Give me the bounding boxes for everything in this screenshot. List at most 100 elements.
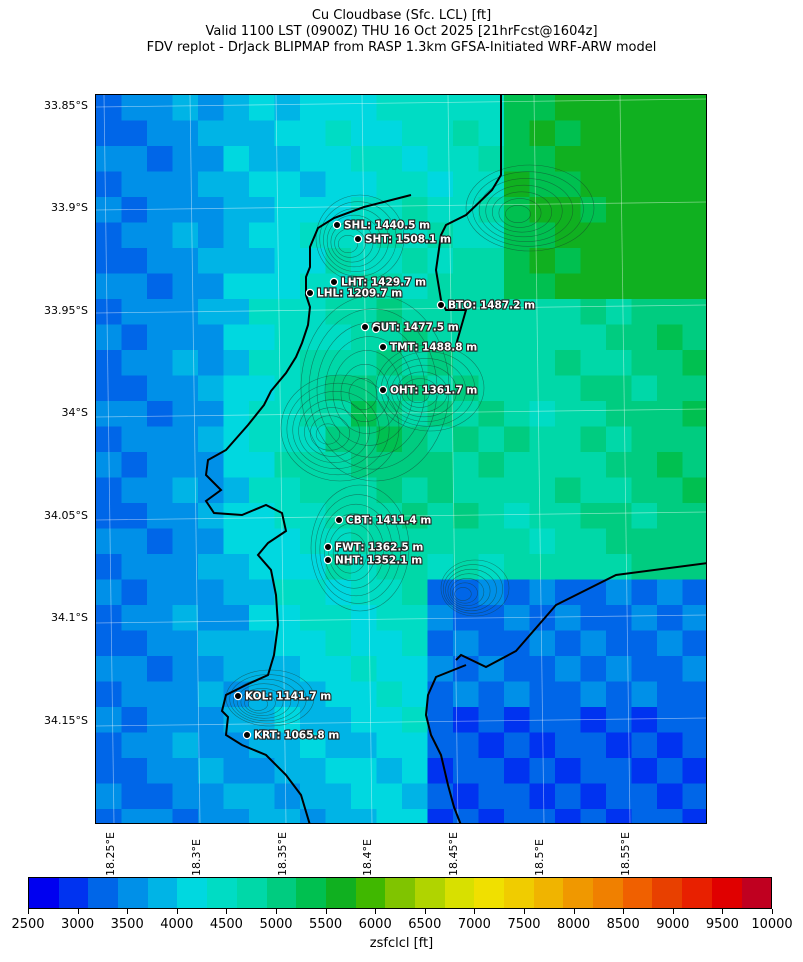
station-label: FWT: 1362.5 m	[335, 542, 423, 554]
grid-cell	[606, 375, 632, 402]
grid-cell	[529, 120, 556, 147]
grid-cell	[631, 503, 658, 529]
grid-cell	[504, 375, 530, 402]
grid-cell	[580, 324, 607, 351]
grid-cell	[529, 681, 556, 708]
grid-cell	[478, 809, 505, 823]
grid-cell	[402, 528, 428, 555]
grid-cell	[325, 95, 352, 121]
grid-cell	[274, 248, 301, 274]
grid-cell	[682, 579, 706, 606]
station-marker[interactable]: CBT: 1411.4 m	[334, 513, 432, 528]
grid-cell	[402, 95, 428, 121]
colorbar-segment	[444, 878, 475, 908]
grid-cell	[555, 171, 581, 198]
station-dot	[378, 342, 388, 352]
grid-cell	[121, 401, 148, 427]
grid-cell	[682, 248, 706, 274]
grid-cell	[657, 248, 683, 274]
grid-cell	[96, 528, 122, 555]
grid-cell	[121, 248, 148, 274]
station-marker[interactable]: TMT: 1488.8 m	[378, 340, 478, 355]
grid-cell	[198, 273, 224, 300]
grid-cell	[147, 707, 173, 733]
grid-cell	[274, 605, 301, 631]
contour-line	[323, 513, 385, 589]
grid-cell	[580, 579, 607, 606]
grid-cell	[606, 503, 632, 529]
grid-cell	[606, 554, 632, 580]
grid-cell	[453, 452, 479, 478]
title-line-1: Cu Cloudbase (Sfc. LCL) [ft]	[311, 8, 492, 23]
grid-cell	[580, 528, 607, 555]
station-label: SHL: 1440.5 m	[344, 220, 430, 232]
grid-cell	[300, 809, 326, 823]
grid-cell	[121, 605, 148, 631]
grid-cell	[657, 477, 683, 504]
grid-cell	[376, 452, 403, 478]
grid-cell	[453, 426, 479, 453]
station-marker[interactable]: SHL: 1440.5 m	[332, 218, 431, 233]
grid-cell	[504, 273, 530, 300]
grid-cell	[555, 95, 581, 121]
latitude-line	[96, 614, 706, 624]
grid-cell	[631, 273, 658, 300]
grid-cell	[453, 783, 479, 810]
station-marker[interactable]: SHT: 1508.1 m	[353, 232, 452, 247]
grid-cell	[606, 401, 632, 427]
grid-cell	[121, 95, 148, 121]
grid-cell	[657, 783, 683, 810]
station-marker[interactable]: GUT: 1477.5 m	[360, 320, 460, 335]
grid-cell	[198, 656, 224, 682]
station-marker[interactable]: FWT: 1362.5 m	[323, 540, 424, 555]
grid-cell	[121, 783, 148, 810]
grid-cell	[504, 783, 530, 810]
grid-cell	[478, 732, 505, 759]
station-marker[interactable]: NHT: 1352.1 m	[323, 553, 423, 568]
grid-cell	[249, 350, 275, 376]
grid-cell	[376, 579, 403, 606]
grid-cell	[453, 605, 479, 631]
grid-cell	[223, 477, 250, 504]
grid-cell	[606, 630, 632, 657]
grid-cell	[427, 452, 454, 478]
grid-cell	[96, 605, 122, 631]
grid-cell	[402, 146, 428, 172]
station-marker[interactable]: LHL: 1209.7 m	[305, 286, 403, 301]
grid-cell	[172, 171, 199, 198]
contour-line	[319, 201, 397, 277]
grid-cell	[96, 171, 122, 198]
grid-cell	[351, 579, 377, 606]
grid-cell	[580, 248, 607, 274]
grid-cell	[631, 477, 658, 504]
grid-cell	[300, 681, 326, 708]
grid-cell	[351, 222, 377, 249]
station-dot	[242, 730, 252, 740]
grid-cell	[555, 324, 581, 351]
colorbar-tick-label: 5000	[259, 917, 293, 932]
grid-cell	[147, 350, 173, 376]
grid-cell	[657, 579, 683, 606]
latitude-label: 33.85°S	[44, 99, 88, 112]
grid-cell	[300, 375, 326, 402]
grid-cell	[427, 171, 454, 198]
station-marker[interactable]: KOL: 1141.7 m	[233, 689, 332, 704]
station-marker[interactable]: BTO: 1487.2 m	[436, 298, 536, 313]
grid-cell	[249, 299, 275, 325]
grid-cell	[402, 171, 428, 198]
grid-cell	[274, 732, 301, 759]
grid-cell	[223, 579, 250, 606]
station-marker[interactable]: OHT: 1361.7 m	[378, 383, 478, 398]
graticule	[96, 95, 706, 823]
grid-cell	[198, 554, 224, 580]
contour-line	[298, 399, 370, 463]
station-marker[interactable]: KRT: 1065.8 m	[242, 728, 340, 743]
station-marker[interactable]: LHT: 1429.7 m	[329, 275, 427, 290]
grid-cell	[555, 630, 581, 657]
colorbar-tick-label: 4000	[160, 917, 194, 932]
grid-cell	[351, 477, 377, 504]
grid-cell	[121, 630, 148, 657]
grid-cell	[555, 401, 581, 427]
colorbar-segment	[266, 878, 297, 908]
